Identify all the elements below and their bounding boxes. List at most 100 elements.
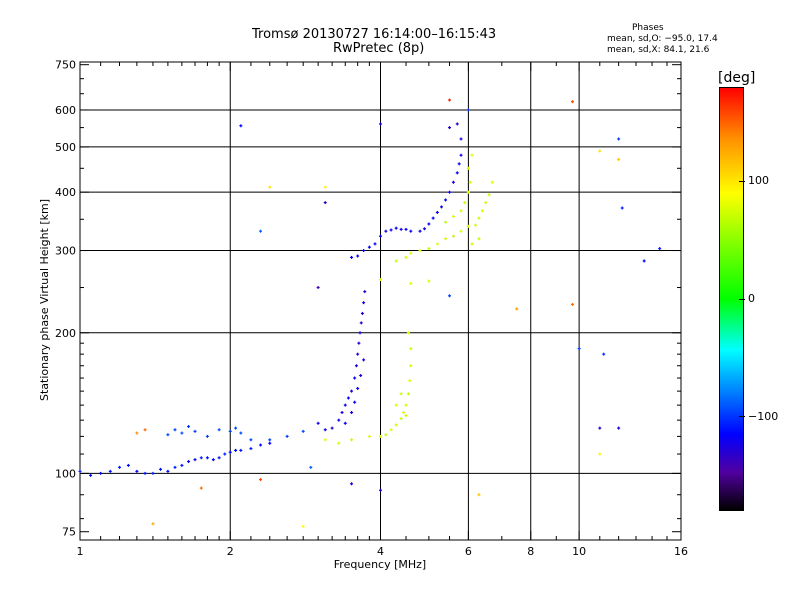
x-tick-label: 6 bbox=[465, 545, 472, 558]
data-point bbox=[323, 438, 327, 442]
data-point bbox=[409, 364, 413, 368]
data-point bbox=[620, 206, 624, 210]
data-point bbox=[617, 137, 621, 141]
grid-lines bbox=[80, 62, 681, 540]
data-point bbox=[440, 205, 444, 209]
y-tick-label: 200 bbox=[55, 327, 76, 340]
data-point bbox=[89, 473, 93, 477]
data-point bbox=[448, 190, 452, 194]
data-point bbox=[239, 124, 243, 128]
data-point bbox=[354, 364, 358, 368]
data-point bbox=[394, 226, 398, 230]
data-point bbox=[239, 448, 243, 452]
stats-o: mean, sd,O: −95.0, 17.4 bbox=[607, 34, 718, 44]
data-point bbox=[357, 341, 361, 345]
data-point bbox=[135, 431, 139, 435]
data-point bbox=[444, 198, 448, 202]
data-point bbox=[343, 403, 347, 407]
data-point bbox=[459, 229, 463, 233]
data-point bbox=[577, 347, 581, 351]
data-point bbox=[268, 185, 272, 189]
y-tick-label: 750 bbox=[55, 59, 76, 72]
data-point bbox=[239, 431, 243, 435]
data-point bbox=[457, 162, 461, 166]
data-point bbox=[173, 465, 177, 469]
y-tick-label: 75 bbox=[62, 526, 76, 539]
data-point bbox=[658, 247, 662, 251]
data-point bbox=[477, 493, 481, 497]
data-point bbox=[571, 100, 575, 104]
data-point bbox=[143, 471, 147, 475]
data-point bbox=[363, 290, 367, 294]
data-point bbox=[617, 426, 621, 430]
data-point bbox=[466, 224, 470, 228]
x-tick-label: 4 bbox=[377, 545, 384, 558]
data-point bbox=[228, 429, 232, 433]
data-point bbox=[448, 126, 452, 130]
x-tick-label: 8 bbox=[527, 545, 534, 558]
data-point bbox=[427, 222, 431, 226]
data-point bbox=[444, 237, 448, 241]
data-point bbox=[193, 429, 197, 433]
data-point bbox=[234, 426, 238, 430]
data-point bbox=[143, 428, 147, 432]
data-point bbox=[316, 421, 320, 425]
data-point bbox=[359, 321, 363, 325]
data-point bbox=[571, 302, 575, 306]
y-tick-label: 600 bbox=[55, 104, 76, 117]
data-point bbox=[151, 471, 155, 475]
data-point bbox=[394, 423, 398, 427]
data-point bbox=[409, 282, 413, 286]
data-point bbox=[187, 424, 191, 428]
data-point bbox=[473, 223, 477, 227]
data-point bbox=[166, 433, 170, 437]
data-point bbox=[466, 108, 470, 112]
colorbar-label: [deg] bbox=[718, 70, 756, 86]
data-point bbox=[187, 460, 191, 464]
data-point bbox=[301, 524, 305, 528]
data-point bbox=[468, 180, 472, 184]
tick-labels: 1 2 4 6 8 10 16 75 100 200 300 400 500 600 750 bbox=[55, 59, 688, 558]
data-point bbox=[108, 469, 112, 473]
data-point bbox=[409, 229, 413, 233]
x-tick-label: 16 bbox=[674, 545, 688, 558]
data-point bbox=[379, 122, 382, 126]
data-point bbox=[379, 434, 382, 438]
data-point bbox=[455, 122, 459, 126]
data-point bbox=[448, 294, 452, 298]
data-point bbox=[180, 463, 184, 467]
data-point bbox=[151, 522, 155, 526]
data-point bbox=[470, 242, 474, 246]
data-point bbox=[166, 469, 170, 473]
x-tick-label: 1 bbox=[77, 545, 84, 558]
colorbar-tick-mark bbox=[739, 416, 745, 418]
data-point bbox=[353, 400, 357, 404]
data-point bbox=[159, 467, 163, 471]
data-point bbox=[384, 433, 388, 437]
data-point bbox=[359, 374, 363, 378]
data-point bbox=[358, 331, 362, 335]
data-point bbox=[268, 441, 272, 445]
data-point bbox=[180, 431, 184, 435]
data-point bbox=[466, 190, 470, 194]
data-point bbox=[404, 414, 408, 418]
data-point bbox=[173, 428, 177, 432]
axis-ticks bbox=[79, 62, 682, 540]
data-point bbox=[199, 486, 203, 490]
data-point bbox=[199, 456, 203, 460]
data-point bbox=[193, 458, 197, 462]
data-point bbox=[394, 403, 398, 407]
y-tick-label: 300 bbox=[55, 245, 76, 258]
data-point bbox=[480, 209, 484, 213]
data-point bbox=[367, 245, 371, 249]
data-point bbox=[350, 255, 354, 259]
colorbar-tick-label: 100 bbox=[748, 174, 769, 188]
data-point bbox=[598, 426, 602, 430]
data-point bbox=[99, 471, 103, 475]
data-point bbox=[477, 216, 481, 220]
data-point bbox=[259, 443, 263, 447]
data-point bbox=[135, 469, 139, 473]
data-point bbox=[451, 180, 455, 184]
data-point bbox=[602, 352, 606, 356]
data-point bbox=[379, 234, 382, 238]
